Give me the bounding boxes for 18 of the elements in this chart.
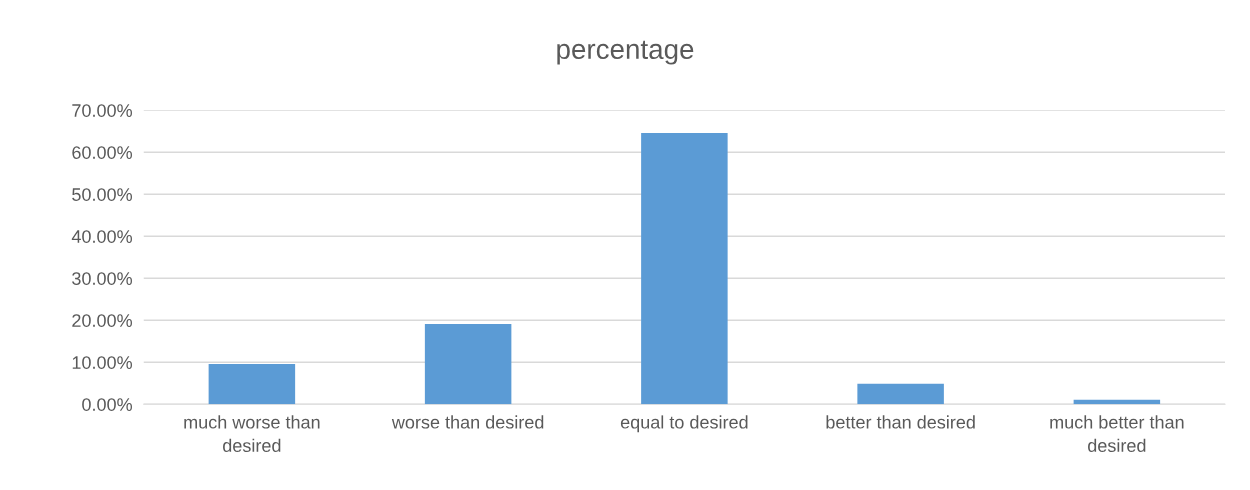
bar [857, 383, 944, 405]
y-tick-label: 20.00% [72, 314, 132, 327]
y-tick-label: 60.00% [72, 146, 132, 159]
x-tick-label: much better than desired [1050, 415, 1184, 452]
y-tick-label: 40.00% [71, 230, 132, 243]
y-tick-label: 70.00% [72, 104, 132, 117]
y-tick-label: 50.00% [72, 188, 132, 201]
y-tick-label: 10.00% [72, 356, 132, 369]
x-tick-label: worse than desired [391, 415, 544, 429]
x-tick-label: much worse than desired [184, 415, 320, 452]
y-tick-label: 0.00% [82, 398, 132, 411]
bar [641, 132, 728, 405]
x-tick-label: equal to desired [620, 415, 748, 433]
bar [424, 324, 512, 405]
bar [208, 363, 296, 405]
x-tick-label: better than desired [826, 415, 975, 429]
y-tick-label: 30.00% [72, 272, 132, 285]
chart-title: percentage [557, 40, 694, 65]
